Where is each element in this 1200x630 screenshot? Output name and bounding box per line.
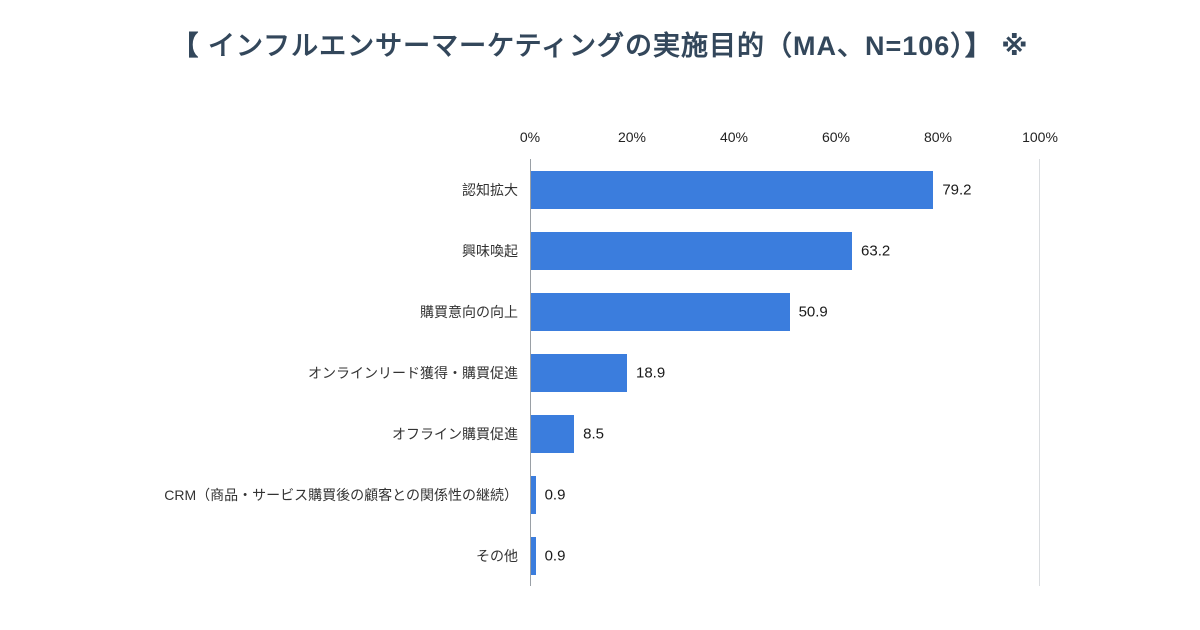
bar-track: 63.2 [530,220,1040,281]
category-label: オフライン購買促進 [392,425,518,442]
category-label: 購買意向の向上 [420,303,518,320]
value-label: 0.9 [544,547,566,564]
bar-row: オンラインリード獲得・購買促進 18.9 [0,342,1200,403]
value-label: 0.9 [544,486,566,503]
category-label: オンラインリード獲得・購買促進 [308,364,518,381]
value-label: 79.2 [942,181,972,198]
x-axis: 0% 20% 40% 60% 80% 100% [520,129,1058,159]
value-label: 63.2 [861,242,891,259]
category-label: 認知拡大 [462,181,518,198]
bar [531,170,934,209]
bar-track: 79.2 [530,159,1040,220]
bar-row: その他 0.9 [0,525,1200,586]
x-axis-tick: 40% [719,129,749,145]
bar [531,231,853,270]
category-label: CRM（商品・サービス購買後の顧客との関係性の継続） [164,486,518,503]
bar [531,353,627,392]
x-axis-tick: 0% [519,129,541,145]
x-axis-tick: 100% [1022,129,1058,145]
plot-area: 認知拡大 79.2 興味喚起 63.2 購買意向の向上 50.9 オンラインリード獲得・購買… [0,159,1200,586]
category-label: その他 [476,547,518,564]
bar-row: 興味喚起 63.2 [0,220,1200,281]
bar [531,536,536,575]
x-axis-tick: 20% [617,129,647,145]
bar-track: 8.5 [530,403,1040,464]
category-label: 興味喚起 [462,242,518,259]
bar-row: オフライン購買促進 8.5 [0,403,1200,464]
value-label: 50.9 [798,303,828,320]
bar-track: 0.9 [530,464,1040,525]
bar [531,475,536,514]
x-axis-tick: 60% [821,129,851,145]
x-axis-tick: 80% [923,129,953,145]
value-label: 8.5 [583,425,605,442]
bar-chart: 0% 20% 40% 60% 80% 100% 認知拡大 79.2 興味喚起 63.2 購買意向の… [0,129,1200,586]
bar [531,292,790,331]
bar-row: 認知拡大 79.2 [0,159,1200,220]
bar-track: 0.9 [530,525,1040,586]
page-title: 【 インフルエンサーマーケティングの実施目的（MA、N=106）】 ※ [171,31,1029,61]
bar-track: 18.9 [530,342,1040,403]
bar [531,414,575,453]
bar-track: 50.9 [530,281,1040,342]
bar-row: CRM（商品・サービス購買後の顧客との関係性の継続） 0.9 [0,464,1200,525]
bar-row: 購買意向の向上 50.9 [0,281,1200,342]
value-label: 18.9 [636,364,666,381]
